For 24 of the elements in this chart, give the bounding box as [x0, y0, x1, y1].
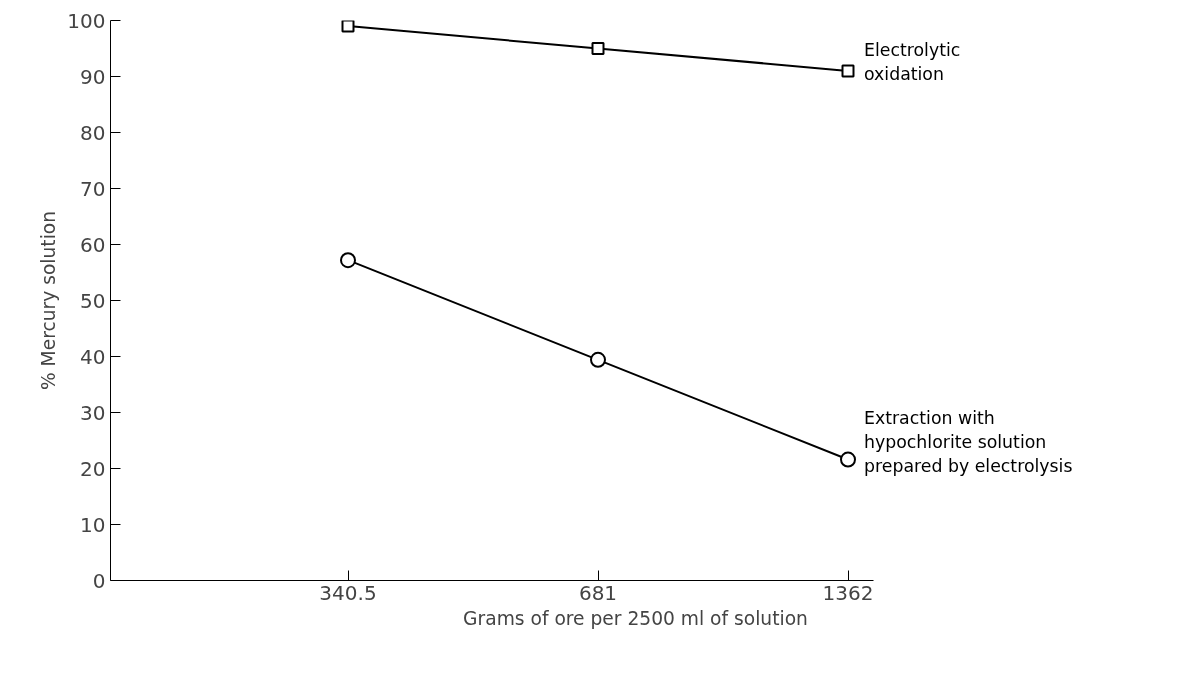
- point: [341, 20, 355, 33]
- y-tick-label: 40: [80, 344, 106, 369]
- y-tick-label: 100: [67, 8, 106, 33]
- x-tick-label: 1362: [822, 580, 874, 605]
- x-axis-title: Grams of ore per 2500 ml of solution: [463, 607, 808, 629]
- y-tick-label: 0: [92, 568, 106, 593]
- series-label: Extraction with hypochlorite solution prepared by electrolysis: [864, 407, 1073, 476]
- y-tick-label: 20: [80, 456, 106, 481]
- point: [340, 252, 356, 269]
- point: [590, 351, 606, 368]
- x-tick-label: 681: [578, 580, 618, 605]
- y-tick-label: 50: [80, 288, 106, 313]
- y-tick-label: 30: [80, 400, 106, 425]
- y-tick-label: 70: [80, 176, 106, 201]
- point: [840, 451, 856, 468]
- y-tick-label: 10: [80, 512, 106, 537]
- y-tick-label: 60: [80, 232, 106, 257]
- y-tick-label: 80: [80, 120, 106, 145]
- point: [841, 64, 855, 78]
- point: [591, 42, 605, 55]
- y-tick-label: 90: [80, 64, 106, 89]
- y-axis-title: % Mercury solution: [38, 210, 60, 391]
- x-tick-label: 340.5: [319, 580, 377, 605]
- series-label: Electrolytic oxidation: [864, 39, 961, 84]
